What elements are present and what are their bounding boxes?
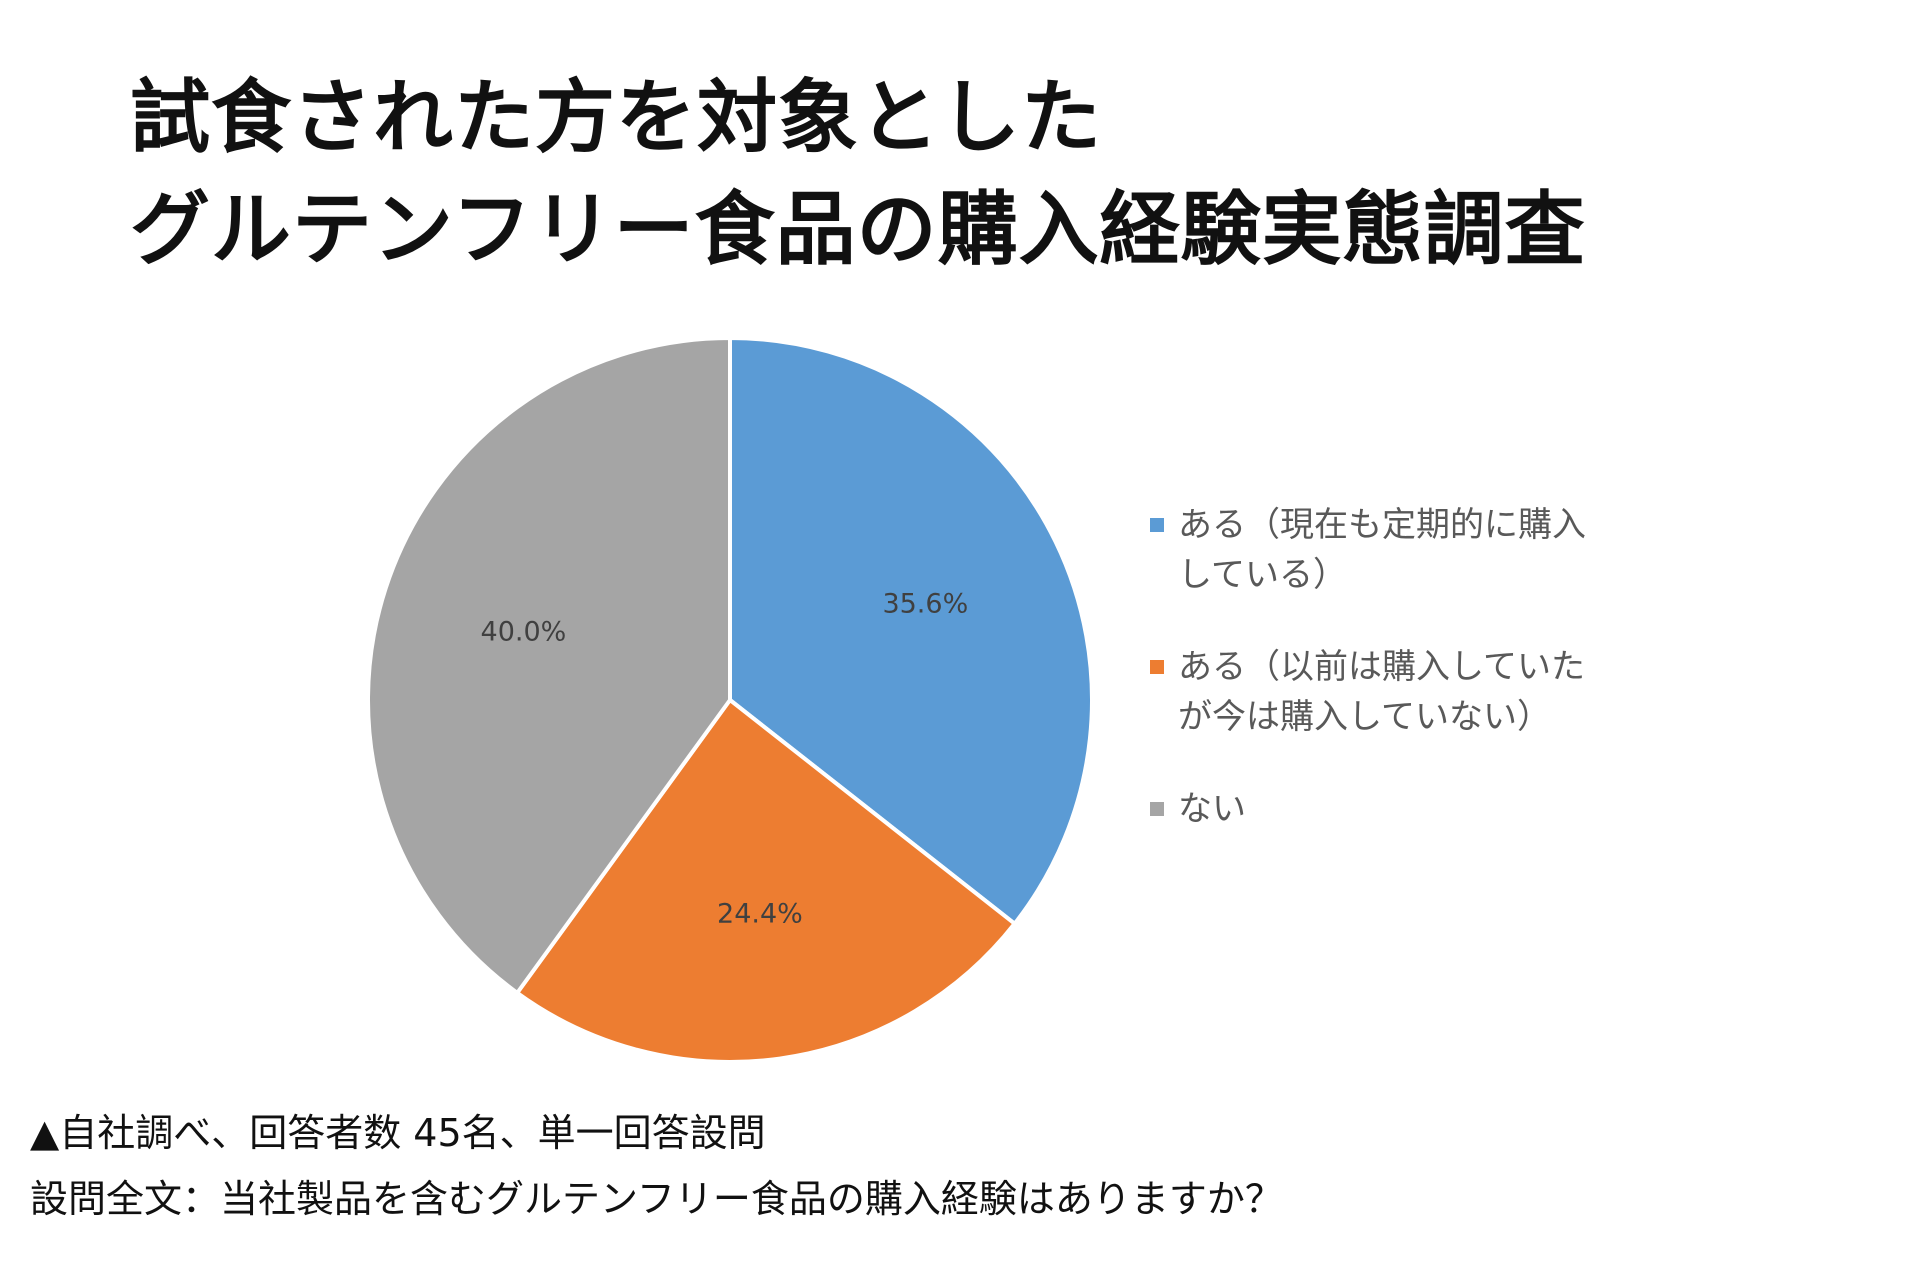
legend-item-current-purchase: ある（現在も定期的に購入 している） [1150, 500, 1630, 600]
legend-label-line: ない [1178, 789, 1246, 829]
footnote: ▲自社調べ、回答者数 45名、単一回答設問 設問全文：当社製品を含むグルテンフリ… [30, 1100, 1283, 1232]
legend-swatch-blue [1150, 518, 1164, 532]
legend-label-line: ある（以前は購入していた [1178, 647, 1585, 687]
data-label-past-purchase: 24.4% [717, 899, 803, 930]
footnote-question: 設問全文：当社製品を含むグルテンフリー食品の購入経験はありますか？ [30, 1177, 1283, 1221]
pie-slice-none [366, 336, 732, 995]
footnote-source: ▲自社調べ、回答者数 45名、単一回答設問 [30, 1111, 766, 1155]
legend-swatch-orange [1150, 660, 1164, 674]
pie-slice-past-purchase [515, 698, 1017, 1064]
legend-item-past-purchase: ある（以前は購入していた が今は購入していない） [1150, 642, 1630, 742]
title-line-2: グルテンフリー食品の購入経験実態調査 [130, 183, 1586, 276]
pie-slice-current-purchase [728, 336, 1094, 926]
legend-label-line: が今は購入していない） [1178, 697, 1551, 737]
data-label-none: 40.0% [481, 616, 567, 647]
data-label-current-purchase: 35.6% [882, 589, 968, 620]
chart-legend: ある（現在も定期的に購入 している） ある（以前は購入していた が今は購入してい… [1150, 500, 1630, 876]
legend-swatch-gray [1150, 802, 1164, 816]
legend-item-none: ない [1150, 784, 1630, 834]
page-title: 試食された方を対象とした グルテンフリー食品の購入経験実態調査 [130, 62, 1586, 286]
legend-label-line: ある（現在も定期的に購入 [1178, 505, 1586, 545]
legend-label-line: している） [1178, 555, 1347, 595]
title-line-1: 試食された方を対象とした [130, 71, 1102, 164]
